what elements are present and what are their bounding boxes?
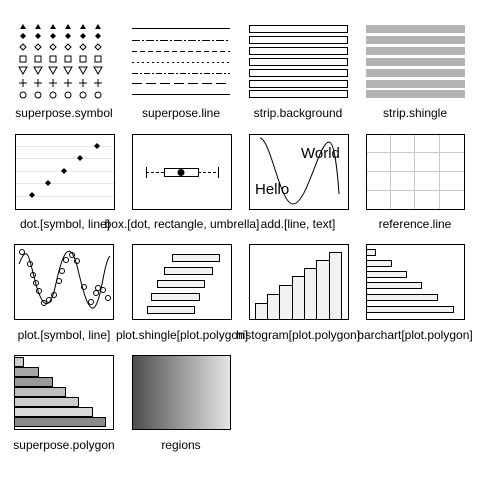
strip-background-label: strip.background [253,106,343,120]
panel-strip-background [249,25,348,98]
panel-regions [132,355,231,430]
box-label: box.[dot, rectangle, umbrella] [104,217,260,231]
panel-plot-shingle [132,244,232,320]
add-graphic [249,134,349,210]
histogram-label: histogram[plot.polygon] [235,328,361,342]
dot-label: dot.[symbol, line] [19,217,111,231]
world-text: World [301,145,340,162]
panel-superpose-symbol [14,24,114,100]
panel-add: Hello World [249,134,349,210]
plot-graphic [14,244,114,320]
strip-shingle-graphic [366,25,465,98]
add-label: add.[line, text] [260,217,336,231]
superpose-symbol-graphic [18,24,103,99]
panel-histogram [249,244,349,320]
panel-strip-shingle [366,25,465,98]
histogram-graphic [249,244,349,320]
panel-superpose-polygon [14,355,114,430]
regions-graphic [132,355,231,430]
hello-text: Hello [255,181,290,198]
superpose-polygon-graphic [14,355,114,430]
box-graphic [132,134,232,210]
plot-label: plot.[symbol, line] [17,328,111,342]
panel-barchart [366,244,465,320]
panel-plot [14,244,114,320]
plot-shingle-graphic [132,244,232,320]
superpose-symbol-label: superpose.symbol [15,106,113,120]
reference-line-label: reference.line [378,217,452,231]
superpose-line-label: superpose.line [141,106,221,120]
panel-reference-line [366,134,465,210]
superpose-polygon-label: superpose.polygon [13,438,115,452]
dot-graphic [15,134,115,210]
superpose-line-graphic [132,28,230,95]
plot-shingle-label: plot.shingle[plot.polygon] [115,328,249,342]
strip-shingle-label: strip.shingle [382,106,448,120]
panel-dot [15,134,115,210]
panel-box [132,134,232,210]
barchart-graphic [366,244,465,320]
regions-label: regions [161,438,201,452]
reference-line-graphic [366,134,465,210]
strip-background-graphic [249,25,348,98]
barchart-label: barchart[plot.polygon] [357,328,473,342]
panel-superpose-line [132,26,230,96]
